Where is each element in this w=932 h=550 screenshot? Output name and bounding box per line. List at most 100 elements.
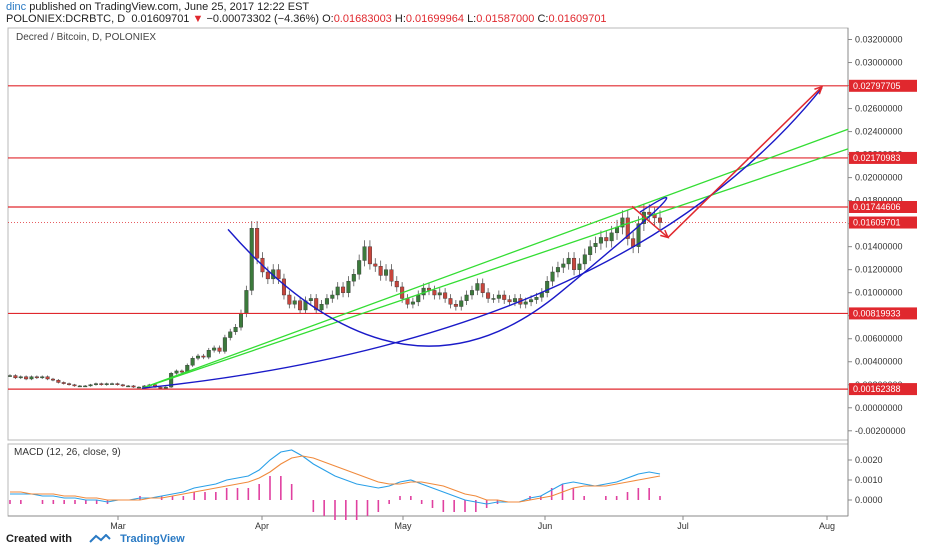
candle: [658, 217, 663, 223]
candle: [99, 383, 104, 385]
candle: [298, 300, 303, 311]
candle: [486, 292, 491, 299]
candle: [636, 223, 641, 247]
symbol-name: POLONIEX:DCRBTC, D: [6, 13, 126, 25]
open-value: 0.01683003: [333, 13, 392, 25]
candle: [93, 383, 98, 385]
price-label-box: [849, 201, 917, 214]
candle: [480, 283, 485, 293]
y-tick-label: 0.01800000: [855, 196, 903, 206]
candle: [72, 384, 77, 387]
high-value: 0.01699964: [405, 13, 464, 25]
candle: [50, 378, 55, 381]
candle: [206, 350, 211, 358]
candle: [222, 337, 227, 352]
candle: [448, 298, 453, 305]
last-price: 0.01609701: [131, 13, 190, 25]
x-tick-label: Jun: [538, 521, 553, 531]
candle: [169, 373, 174, 388]
candle: [647, 211, 652, 215]
price-label-box: [849, 216, 917, 229]
candle: [432, 290, 437, 296]
parabolic-curve: [141, 87, 823, 389]
candle: [362, 246, 367, 261]
candle: [163, 386, 168, 389]
candle: [77, 385, 82, 388]
y-tick-label: 0.00000000: [855, 403, 903, 413]
x-tick-label: Mar: [110, 521, 126, 531]
low-label: L:: [467, 13, 477, 25]
candle: [491, 298, 496, 300]
y-tick-label: 0.02400000: [855, 127, 903, 137]
macd-tick-label: 0.0020: [855, 455, 883, 465]
candle: [179, 370, 184, 373]
candle: [577, 263, 582, 270]
candle: [24, 376, 29, 380]
candle: [534, 297, 539, 300]
candle: [443, 292, 448, 299]
price-label: 0.00819933: [853, 308, 901, 318]
candle: [384, 269, 389, 276]
macd-pane: [7, 443, 849, 517]
x-tick-label: Aug: [819, 521, 835, 531]
candle: [330, 294, 335, 299]
price-label-box: [849, 307, 917, 320]
candle: [7, 375, 12, 377]
tradingview-brand[interactable]: TradingView: [120, 533, 185, 545]
candle: [249, 228, 254, 291]
candle: [550, 271, 555, 282]
candle: [625, 217, 630, 239]
candle: [529, 299, 534, 303]
arrow-down-head: [660, 229, 670, 239]
candle: [582, 254, 587, 265]
y-tick-label: 0.02000000: [855, 173, 903, 183]
price-label-box: [849, 383, 917, 396]
y-tick-label: 0.00600000: [855, 334, 903, 344]
candle: [287, 294, 292, 305]
published-text: published on TradingView.com, June 25, 2…: [29, 1, 310, 13]
trend-line-lower: [141, 148, 849, 389]
candle: [351, 274, 356, 282]
arrow-up: [667, 86, 823, 238]
high-label: H:: [394, 13, 406, 25]
candle: [572, 257, 577, 270]
macd-title: MACD (12, 26, close, 9): [14, 447, 121, 458]
candle: [437, 292, 442, 296]
author-link[interactable]: dinc: [6, 1, 27, 13]
x-tick-label: Jul: [677, 521, 689, 531]
candle: [238, 313, 243, 328]
open-label: O:: [322, 13, 334, 25]
candle: [469, 290, 474, 296]
price-label: 0.02797705: [853, 81, 901, 91]
candle: [421, 287, 426, 296]
close-value: 0.01609701: [548, 13, 607, 25]
price-label-box: [849, 79, 917, 92]
candle: [67, 383, 72, 385]
y-tick-label: 0.03000000: [855, 58, 903, 68]
x-tick-label: Apr: [255, 521, 269, 531]
candle: [201, 355, 206, 358]
macd-tick-label: 0.0010: [855, 475, 883, 485]
candle: [512, 298, 517, 303]
main-pane: [7, 27, 849, 441]
candle: [464, 294, 469, 301]
y-tick-label: 0.00400000: [855, 357, 903, 367]
candle: [217, 347, 222, 352]
arrow-down: [631, 205, 669, 239]
candle: [174, 370, 179, 374]
candle: [281, 278, 286, 296]
y-tick-label: -0.00200000: [855, 426, 906, 436]
candle: [276, 269, 281, 280]
candle: [378, 266, 383, 276]
candle: [357, 260, 362, 275]
candle: [115, 383, 120, 385]
candle: [545, 280, 550, 293]
candle: [18, 376, 23, 379]
price-label-box: [849, 151, 917, 164]
candle: [373, 263, 378, 267]
down-triangle-icon: ▼: [192, 13, 204, 25]
y-tick-label: 0.01000000: [855, 288, 903, 298]
y-tick-label: 0.01400000: [855, 242, 903, 252]
candle: [502, 294, 507, 300]
